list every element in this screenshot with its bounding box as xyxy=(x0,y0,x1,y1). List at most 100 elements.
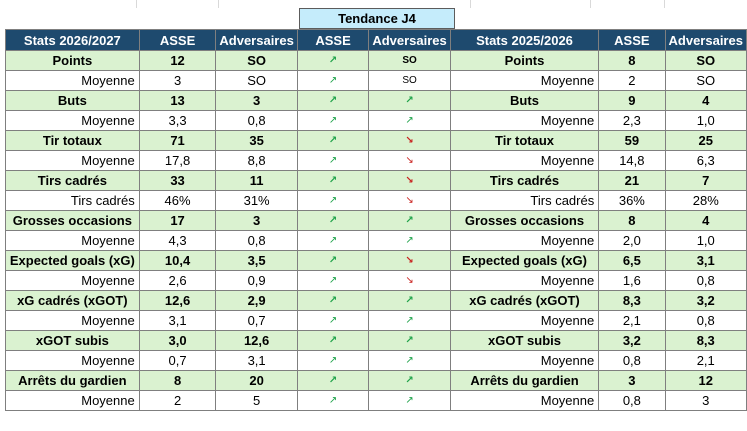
adversaires-2025-value-cell[interactable]: 2,1 xyxy=(664,350,747,371)
asse-2025-value-cell[interactable]: 2 xyxy=(598,70,666,91)
adversaires-2025-value-cell[interactable]: 0,8 xyxy=(664,310,747,331)
asse-2025-value-cell[interactable]: 6,5 xyxy=(598,250,666,271)
trend-asse-cell[interactable]: ↗ xyxy=(296,250,370,271)
asse-2025-value-cell[interactable]: 3,2 xyxy=(598,330,666,351)
trend-adversaires-cell[interactable]: ↗ xyxy=(368,310,451,331)
trend-adversaires-cell[interactable]: ↗ xyxy=(368,390,451,411)
trend-asse-cell[interactable]: ↗ xyxy=(296,70,370,91)
stat-label-2025-cell[interactable]: Moyenne xyxy=(449,110,600,131)
adversaires-2025-value-cell[interactable]: 3,2 xyxy=(664,290,747,311)
asse-2025-value-cell[interactable]: 21 xyxy=(598,170,666,191)
adversaires-value-cell[interactable]: 3,1 xyxy=(215,350,298,371)
trend-asse-cell[interactable]: ↗ xyxy=(296,370,370,391)
stat-label-cell[interactable]: Moyenne xyxy=(5,150,140,171)
asse-value-cell[interactable]: 3,1 xyxy=(138,310,217,331)
adversaires-2025-value-cell[interactable]: 8,3 xyxy=(664,330,747,351)
asse-2025-value-cell[interactable]: 14,8 xyxy=(598,150,666,171)
trend-asse-cell[interactable]: ↗ xyxy=(296,150,370,171)
tendance-header-cell[interactable]: Tendance J4 xyxy=(299,8,455,29)
asse-2025-value-cell[interactable]: 0,8 xyxy=(598,390,666,411)
asse-2025-value-cell[interactable]: 3 xyxy=(598,370,666,391)
stat-label-2025-cell[interactable]: Expected goals (xG) xyxy=(449,250,600,271)
stat-label-cell[interactable]: Moyenne xyxy=(5,390,140,411)
stat-label-2025-cell[interactable]: Points xyxy=(449,50,600,71)
trend-adversaires-cell[interactable]: SO xyxy=(368,70,451,91)
adversaires-value-cell[interactable]: 3 xyxy=(215,210,298,231)
stat-label-cell[interactable]: Moyenne xyxy=(5,110,140,131)
header-cell-asse-2025[interactable]: ASSE xyxy=(598,29,666,51)
trend-asse-cell[interactable]: ↗ xyxy=(296,90,370,111)
header-cell-adversaires[interactable]: Adversaires xyxy=(215,29,298,51)
asse-value-cell[interactable]: 12 xyxy=(138,50,217,71)
adversaires-value-cell[interactable]: SO xyxy=(215,50,298,71)
asse-value-cell[interactable]: 2 xyxy=(138,390,217,411)
stat-label-2025-cell[interactable]: Moyenne xyxy=(449,270,600,291)
adversaires-value-cell[interactable]: 0,7 xyxy=(215,310,298,331)
asse-2025-value-cell[interactable]: 2,0 xyxy=(598,230,666,251)
trend-adversaires-cell[interactable]: ↗ xyxy=(368,210,451,231)
trend-asse-cell[interactable]: ↗ xyxy=(296,210,370,231)
asse-value-cell[interactable]: 8 xyxy=(138,370,217,391)
adversaires-2025-value-cell[interactable]: 3 xyxy=(664,390,747,411)
stat-label-2025-cell[interactable]: Moyenne xyxy=(449,390,600,411)
adversaires-value-cell[interactable]: 0,8 xyxy=(215,230,298,251)
trend-adversaires-cell[interactable]: ↗ xyxy=(368,230,451,251)
stat-label-cell[interactable]: Moyenne xyxy=(5,270,140,291)
header-cell-trend-asse[interactable]: ASSE xyxy=(296,29,370,51)
stat-label-cell[interactable]: Points xyxy=(5,50,140,71)
stat-label-2025-cell[interactable]: Arrêts du gardien xyxy=(449,370,600,391)
stat-label-cell[interactable]: Moyenne xyxy=(5,230,140,251)
stat-label-cell[interactable]: xGOT subis xyxy=(5,330,140,351)
adversaires-2025-value-cell[interactable]: 6,3 xyxy=(664,150,747,171)
adversaires-2025-value-cell[interactable]: 7 xyxy=(664,170,747,191)
adversaires-value-cell[interactable]: 0,8 xyxy=(215,110,298,131)
trend-adversaires-cell[interactable]: ↘ xyxy=(368,270,451,291)
stat-label-2025-cell[interactable]: Buts xyxy=(449,90,600,111)
asse-value-cell[interactable]: 71 xyxy=(138,130,217,151)
stat-label-cell[interactable]: Moyenne xyxy=(5,70,140,91)
adversaires-2025-value-cell[interactable]: SO xyxy=(664,70,747,91)
trend-asse-cell[interactable]: ↗ xyxy=(296,330,370,351)
stat-label-2025-cell[interactable]: Tirs cadrés xyxy=(449,190,600,211)
stat-label-2025-cell[interactable]: Tir totaux xyxy=(449,130,600,151)
stat-label-cell[interactable]: Expected goals (xG) xyxy=(5,250,140,271)
adversaires-value-cell[interactable]: 2,9 xyxy=(215,290,298,311)
trend-adversaires-cell[interactable]: ↗ xyxy=(368,350,451,371)
stat-label-2025-cell[interactable]: Moyenne xyxy=(449,230,600,251)
asse-2025-value-cell[interactable]: 0,8 xyxy=(598,350,666,371)
stat-label-2025-cell[interactable]: Moyenne xyxy=(449,70,600,91)
stat-label-cell[interactable]: Tir totaux xyxy=(5,130,140,151)
adversaires-value-cell[interactable]: 3,5 xyxy=(215,250,298,271)
asse-value-cell[interactable]: 3 xyxy=(138,70,217,91)
adversaires-value-cell[interactable]: 3 xyxy=(215,90,298,111)
trend-adversaires-cell[interactable]: ↗ xyxy=(368,290,451,311)
trend-asse-cell[interactable]: ↗ xyxy=(296,110,370,131)
adversaires-2025-value-cell[interactable]: 3,1 xyxy=(664,250,747,271)
adversaires-value-cell[interactable]: 5 xyxy=(215,390,298,411)
trend-asse-cell[interactable]: ↗ xyxy=(296,290,370,311)
stat-label-2025-cell[interactable]: Moyenne xyxy=(449,150,600,171)
adversaires-2025-value-cell[interactable]: SO xyxy=(664,50,747,71)
trend-asse-cell[interactable]: ↗ xyxy=(296,390,370,411)
asse-2025-value-cell[interactable]: 2,1 xyxy=(598,310,666,331)
stat-label-cell[interactable]: Tirs cadrés xyxy=(5,190,140,211)
stat-label-2025-cell[interactable]: Moyenne xyxy=(449,310,600,331)
trend-adversaires-cell[interactable]: ↘ xyxy=(368,250,451,271)
asse-2025-value-cell[interactable]: 9 xyxy=(598,90,666,111)
trend-asse-cell[interactable]: ↗ xyxy=(296,310,370,331)
trend-adversaires-cell[interactable]: ↘ xyxy=(368,190,451,211)
stat-label-2025-cell[interactable]: Moyenne xyxy=(449,350,600,371)
asse-2025-value-cell[interactable]: 36% xyxy=(598,190,666,211)
adversaires-2025-value-cell[interactable]: 1,0 xyxy=(664,230,747,251)
trend-adversaires-cell[interactable]: SO xyxy=(368,50,451,71)
trend-asse-cell[interactable]: ↗ xyxy=(296,130,370,151)
stat-label-cell[interactable]: Buts xyxy=(5,90,140,111)
stat-label-cell[interactable]: xG cadrés (xGOT) xyxy=(5,290,140,311)
header-cell-adversaires-2025[interactable]: Adversaires xyxy=(664,29,747,51)
trend-asse-cell[interactable]: ↗ xyxy=(296,190,370,211)
stat-label-2025-cell[interactable]: xGOT subis xyxy=(449,330,600,351)
trend-asse-cell[interactable]: ↗ xyxy=(296,350,370,371)
header-cell-trend-adversaires[interactable]: Adversaires xyxy=(368,29,451,51)
stat-label-cell[interactable]: Arrêts du gardien xyxy=(5,370,140,391)
asse-value-cell[interactable]: 0,7 xyxy=(138,350,217,371)
